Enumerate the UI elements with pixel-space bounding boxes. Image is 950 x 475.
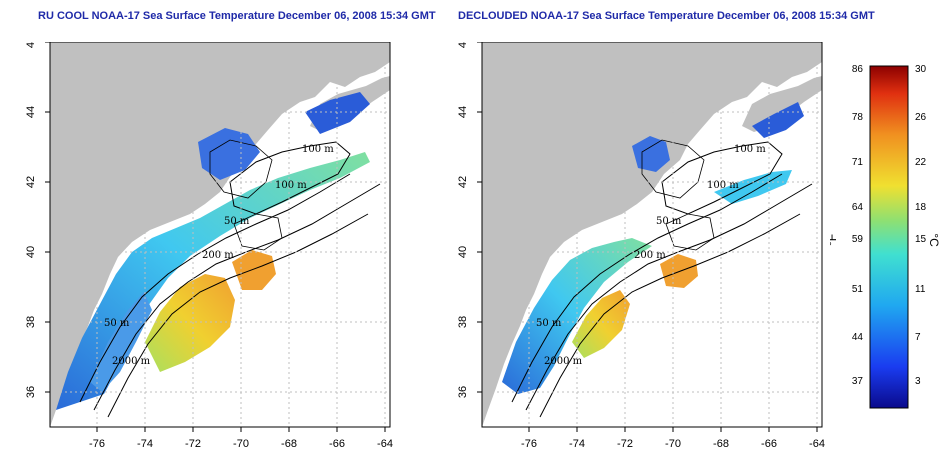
y-tick-label: 46 [457,42,469,48]
sst-north-cold [752,102,804,138]
sst-warm-eddy [232,250,276,290]
colorbar-f-tick: 71 [852,157,864,168]
x-tick-label: -70 [233,438,249,450]
x-tick-label: -66 [761,438,777,450]
y-tick-label: 38 [25,316,37,328]
contour-label: 100 m [302,144,334,155]
colorbar-f-tick: 78 [852,112,864,123]
right-panel-title: DECLOUDED NOAA-17 Sea Surface Temperatur… [458,10,875,22]
x-tick-label: -72 [185,438,201,450]
y-tick-label: 42 [457,176,469,188]
contour-label: 200 m [634,250,666,261]
land-nova-scotia [742,76,822,132]
contour-2000m [107,213,369,418]
colorbar-c-tick: 30 [915,64,927,75]
contour-label: 2000 m [112,356,151,367]
x-tick-label: -66 [329,438,345,450]
lat-lon-grid [50,42,390,427]
sst-gulf-stream [145,274,235,372]
right-sst-map: 100 m 100 m 50 m 200 m 50 m 2000 m -76 -7… [457,42,825,450]
x-tick-label: -76 [89,438,105,450]
contour-100m-ring [229,141,351,215]
colorbar-gradient [869,65,909,409]
x-tick-label: -68 [713,438,729,450]
contour-label: 50 m [536,318,562,329]
contour-200m [93,183,381,411]
x-tick-label: -72 [617,438,633,450]
contour-label: 2000 m [544,356,583,367]
contour-georges [665,213,715,251]
sst-maine-cold [632,136,670,172]
x-tick-label: -74 [137,438,153,450]
y-tick-label: 40 [457,246,469,258]
contour-200m [525,183,813,411]
contour-50m [511,173,783,403]
y-tick-label: 36 [25,386,37,398]
colorbar-f-tick: 51 [852,284,864,295]
y-axis-ticks: 46 44 42 40 38 36 [457,42,482,398]
colorbar-c-tick: 3 [915,376,921,387]
colorbar-c-tick: 22 [915,157,927,168]
map-frame [481,42,823,428]
y-tick-label: 44 [25,106,37,118]
x-tick-label: -76 [521,438,537,450]
contour-label: 50 m [104,318,130,329]
x-axis-ticks: -76 -74 -72 -70 -68 -66 -64 [521,427,825,450]
sst-coastal-band [502,238,652,394]
contour-label: 200 m [202,250,234,261]
left-sst-map: 100 m 100 m 50 m 200 m 50 m 2000 m -76 -7… [25,42,393,450]
sst-gulf-stream [572,290,630,358]
x-tick-label: -64 [377,438,393,450]
sst-east-cool [714,170,792,204]
y-tick-label: 38 [457,316,469,328]
colorbar-c-tick: 15 [915,234,927,245]
sst-maine-cold [198,128,260,180]
colorbar-celsius-ticks: 30 26 22 18 15 11 7 3 [915,64,927,387]
fahrenheit-unit-label: °F [830,234,839,246]
colorbar-c-tick: 26 [915,112,927,123]
colorbar-f-tick: 59 [852,234,864,245]
sst-coastal-band [56,152,370,410]
x-axis-ticks: -76 -74 -72 -70 -68 -66 -64 [89,427,393,450]
contour-label: 100 m [707,180,739,191]
colorbar-c-tick: 11 [915,284,926,295]
map-frame [49,42,391,428]
temperature-colorbar: 86 78 71 64 59 51 44 37 30 26 22 18 15 11 7 3 °F °C [830,64,940,409]
land-mass [50,42,390,427]
sst-warm-eddy [660,254,698,288]
colorbar-f-tick: 44 [852,332,864,343]
colorbar-c-tick: 18 [915,202,927,213]
contour-50m [79,173,351,403]
y-tick-label: 36 [457,386,469,398]
colorbar-f-tick: 37 [852,376,864,387]
land-mass [482,42,822,427]
contour-label: 100 m [275,180,307,191]
x-tick-label: -70 [665,438,681,450]
left-panel-title: RU COOL NOAA-17 Sea Surface Temperature … [38,10,436,22]
contour-label: 50 m [224,216,250,227]
sst-shelf-cold [90,292,152,392]
y-tick-label: 44 [457,106,469,118]
lat-lon-grid [482,42,822,427]
colorbar-fahrenheit-ticks: 86 78 71 64 59 51 44 37 [852,64,864,387]
contour-label: 50 m [656,216,682,227]
colorbar-c-tick: 7 [915,332,921,343]
y-tick-label: 42 [25,176,37,188]
celsius-unit-label: °C [927,233,940,247]
x-tick-label: -64 [809,438,825,450]
contour-2000m [539,213,801,418]
contour-label: 100 m [734,144,766,155]
y-tick-label: 46 [25,42,37,48]
contour-georges [233,213,283,251]
colorbar-f-tick: 64 [852,202,864,213]
x-tick-label: -68 [281,438,297,450]
contour-100m-ring [661,141,783,215]
x-tick-label: -74 [569,438,585,450]
colorbar-f-tick: 86 [852,64,864,75]
y-tick-label: 40 [25,246,37,258]
y-axis-ticks: 46 44 42 40 38 36 [25,42,50,398]
